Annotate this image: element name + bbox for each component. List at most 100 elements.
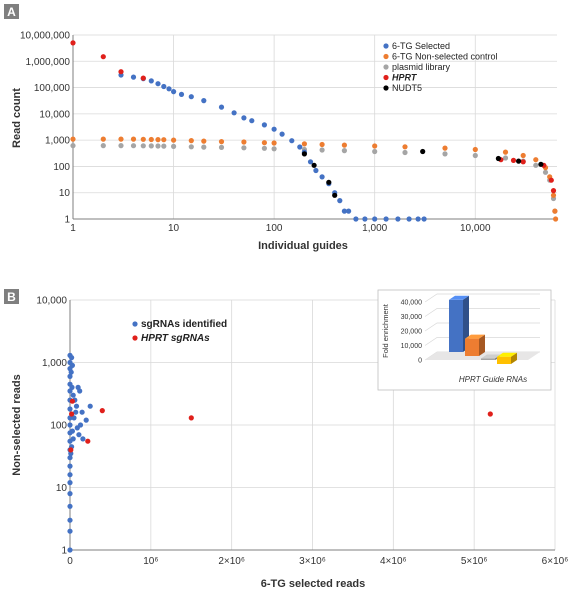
data-point xyxy=(218,139,225,145)
data-point xyxy=(533,157,539,163)
legend-label: sgRNAs identified xyxy=(141,319,227,330)
data-point xyxy=(148,136,154,143)
x-tick-label: 10 xyxy=(168,223,180,234)
y-tick-label: 10,000,000 xyxy=(20,31,70,42)
data-point xyxy=(67,503,73,509)
data-point xyxy=(171,137,177,143)
data-point xyxy=(69,362,75,368)
data-point xyxy=(241,115,247,121)
panel-a-y-axis-label: Read count xyxy=(11,88,23,148)
data-point xyxy=(516,158,522,164)
data-point xyxy=(67,480,73,486)
inset-bar-front xyxy=(449,299,463,352)
data-point xyxy=(550,188,557,194)
data-point xyxy=(271,126,277,132)
data-point xyxy=(406,216,412,222)
data-point xyxy=(301,141,307,147)
panel-a-axes xyxy=(72,35,557,220)
data-point xyxy=(67,415,73,421)
panel-b: B 0 10⁶ 2×10⁶ 3×10⁶ 4×10⁶ 5×10⁶ 6×10⁶ 1 10 100 1,0… xyxy=(4,289,568,590)
panel-b-legend: sgRNAs identified HPRT sgRNAs xyxy=(132,319,227,344)
data-point xyxy=(69,355,75,361)
data-point xyxy=(166,86,172,92)
y-tick-label: 10 xyxy=(59,188,71,199)
data-point xyxy=(67,406,73,412)
data-point xyxy=(542,169,549,175)
data-point xyxy=(68,369,74,375)
data-point xyxy=(118,69,124,75)
data-point xyxy=(188,94,194,100)
data-point xyxy=(73,403,80,409)
data-point xyxy=(487,411,493,417)
legend-marker xyxy=(383,64,389,70)
data-point xyxy=(218,144,225,150)
data-point xyxy=(80,436,86,442)
panel-b-points xyxy=(67,352,493,553)
data-point xyxy=(346,208,352,214)
inset-bars xyxy=(449,295,517,364)
inset-bar-top xyxy=(497,352,517,357)
data-point xyxy=(201,98,207,104)
data-point xyxy=(550,192,557,198)
inset-bar-front xyxy=(497,356,511,364)
legend-marker xyxy=(132,335,138,341)
data-point xyxy=(548,177,554,183)
data-point xyxy=(87,403,93,409)
inset-bar xyxy=(465,334,485,356)
x-tick-label: 5×10⁶ xyxy=(461,556,488,567)
panel-a-grid xyxy=(72,34,557,220)
data-point xyxy=(297,144,303,150)
data-point xyxy=(148,78,154,84)
data-point xyxy=(79,409,85,415)
panel-a: A 1 10 100 1,000 10,000 1 10 100 1,000 10,000 100,… xyxy=(4,4,559,252)
data-point xyxy=(249,118,255,124)
x-tick-label: 10⁶ xyxy=(143,556,158,567)
data-point xyxy=(69,411,75,417)
data-point xyxy=(241,145,247,151)
data-point xyxy=(261,140,267,146)
inset-y-tick-label: 40,000 xyxy=(401,300,423,307)
panel-a-points xyxy=(70,40,559,222)
data-point xyxy=(533,162,539,168)
data-point xyxy=(118,136,124,142)
data-point xyxy=(83,417,89,423)
inset-bar-side xyxy=(479,334,485,356)
data-point xyxy=(155,137,161,143)
data-point xyxy=(69,398,75,404)
data-point xyxy=(67,517,73,523)
y-tick-label: 10,000 xyxy=(39,109,70,120)
y-tick-label: 1,000,000 xyxy=(26,57,71,68)
x-tick-label: 2×10⁶ xyxy=(218,556,245,567)
data-point xyxy=(67,472,73,478)
inset-grid-line xyxy=(424,337,540,346)
data-point xyxy=(553,216,559,222)
inset-bar-front xyxy=(465,338,479,356)
data-point xyxy=(402,149,408,156)
data-point xyxy=(495,155,501,162)
inset-y-tick-label: 0 xyxy=(418,358,422,365)
data-point xyxy=(420,148,426,155)
data-point xyxy=(218,104,225,110)
data-point xyxy=(67,455,73,461)
data-point xyxy=(261,122,267,128)
data-point xyxy=(69,384,75,390)
data-point xyxy=(155,81,161,87)
data-point xyxy=(161,137,167,143)
data-point xyxy=(70,136,76,142)
data-point xyxy=(70,392,76,398)
data-point xyxy=(70,143,76,149)
inset-tick-labels: 0 10,000 20,000 30,000 40,000 xyxy=(401,300,423,365)
y-tick-label: 100 xyxy=(53,162,70,173)
inset-bar-top xyxy=(465,334,485,339)
data-point xyxy=(130,74,137,80)
data-point xyxy=(140,136,146,142)
data-point xyxy=(289,138,295,144)
y-tick-label: 10,000 xyxy=(36,296,67,307)
legend-marker xyxy=(383,74,389,81)
inset-y-tick-label: 20,000 xyxy=(401,329,423,336)
data-point xyxy=(319,174,325,180)
panel-b-label: B xyxy=(7,290,16,304)
x-tick-label: 6×10⁶ xyxy=(542,556,569,567)
panel-b-y-axis-label: Non-selected reads xyxy=(11,374,23,475)
data-point xyxy=(201,144,207,150)
